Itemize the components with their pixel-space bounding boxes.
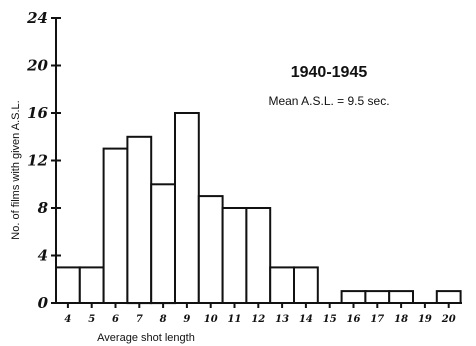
chart-subtitle: Mean A.S.L. = 9.5 sec. [268,94,389,108]
bar-16 [340,290,367,305]
y-tick-label-12: 12 [27,152,48,170]
x-tick-label-6: 6 [112,314,119,325]
x-tick-label-13: 13 [275,314,289,325]
y-ticks-group: 0 4 8 12 16 20 24 [26,9,61,312]
bar-7 [126,135,153,305]
x-tick-label-17: 17 [370,314,384,325]
bar-13 [269,266,296,304]
bar-8 [150,183,176,305]
x-tick-label-19: 19 [418,314,432,325]
x-ticks-group: 4 5 6 7 8 9 10 11 12 13 14 15 16 17 18 19 20 [64,303,456,325]
bar-14 [293,266,319,304]
bar-11 [221,207,248,304]
bar-18 [388,290,415,305]
y-tick-label-16: 16 [27,104,48,122]
y-tick-label-4: 4 [38,247,48,265]
chart-title: 1940-1945 [291,64,368,81]
x-tick-label-10: 10 [204,314,218,325]
x-tick-label-9: 9 [183,314,190,325]
bar-6 [102,147,129,304]
x-tick-label-7: 7 [136,314,143,325]
bars-group [55,112,462,305]
x-tick-label-18: 18 [394,314,408,325]
x-tick-label-20: 20 [441,314,456,325]
x-tick-label-4: 4 [64,314,71,325]
x-tick-label-8: 8 [160,314,167,325]
bar-10 [197,195,224,305]
x-tick-label-15: 15 [323,314,337,325]
y-tick-label-8: 8 [38,199,49,217]
bar-20 [435,290,462,305]
y-axis-label: No. of films with given A.S.L. [10,100,22,239]
bar-4 [55,266,81,304]
x-tick-label-5: 5 [88,314,95,325]
y-tick-label-0: 0 [38,294,49,312]
bar-9 [174,112,200,304]
x-tick-label-11: 11 [228,314,242,325]
bar-17 [364,290,391,305]
bar-5 [78,266,105,304]
x-tick-label-12: 12 [251,314,265,325]
y-tick-label-24: 24 [26,9,48,27]
x-tick-label-14: 14 [299,314,313,325]
bar-12 [245,207,272,304]
x-axis-label: Average shot length [97,332,195,344]
x-tick-label-16: 16 [347,314,361,325]
y-tick-label-20: 20 [26,57,48,75]
